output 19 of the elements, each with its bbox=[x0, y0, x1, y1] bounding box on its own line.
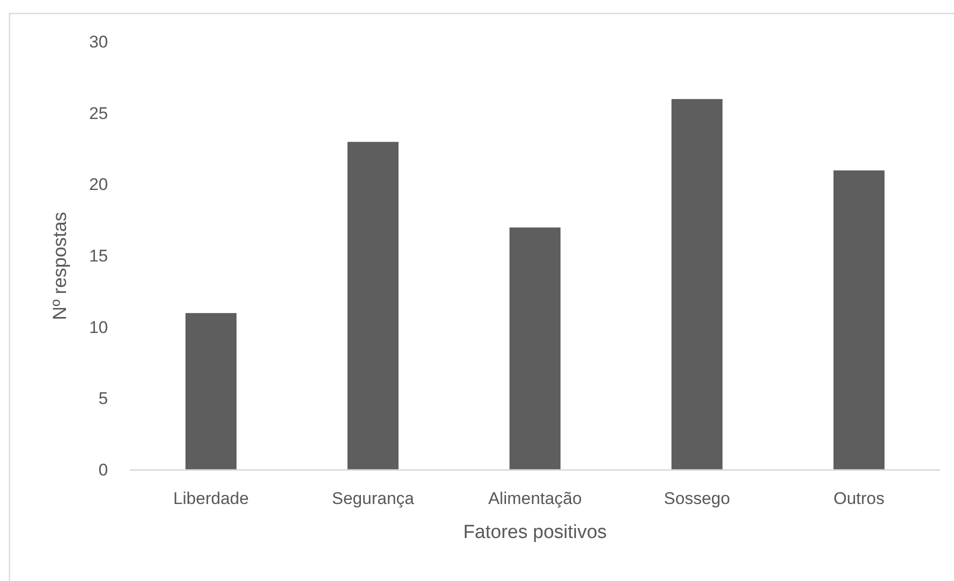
x-tick-label: Sossego bbox=[664, 489, 730, 508]
y-tick-label: 30 bbox=[89, 32, 108, 52]
bar bbox=[833, 170, 885, 470]
x-axis-title: Fatores positivos bbox=[463, 522, 607, 543]
bar bbox=[671, 99, 723, 470]
y-tick-label: 25 bbox=[89, 104, 108, 123]
y-tick-label: 10 bbox=[89, 318, 108, 337]
x-tick-label: Liberdade bbox=[173, 489, 249, 508]
x-tick-label: Outros bbox=[833, 489, 885, 508]
bar bbox=[185, 313, 237, 470]
y-axis-title: Nº respostas bbox=[50, 212, 71, 320]
y-tick-label: 5 bbox=[98, 389, 108, 408]
x-tick-label: Segurança bbox=[332, 489, 415, 508]
y-tick-label: 15 bbox=[89, 246, 108, 266]
bar bbox=[347, 142, 399, 470]
y-tick-label: 0 bbox=[98, 460, 108, 480]
bar bbox=[509, 227, 561, 470]
x-tick-label: Alimentação bbox=[488, 489, 582, 508]
y-tick-label: 20 bbox=[89, 175, 108, 194]
